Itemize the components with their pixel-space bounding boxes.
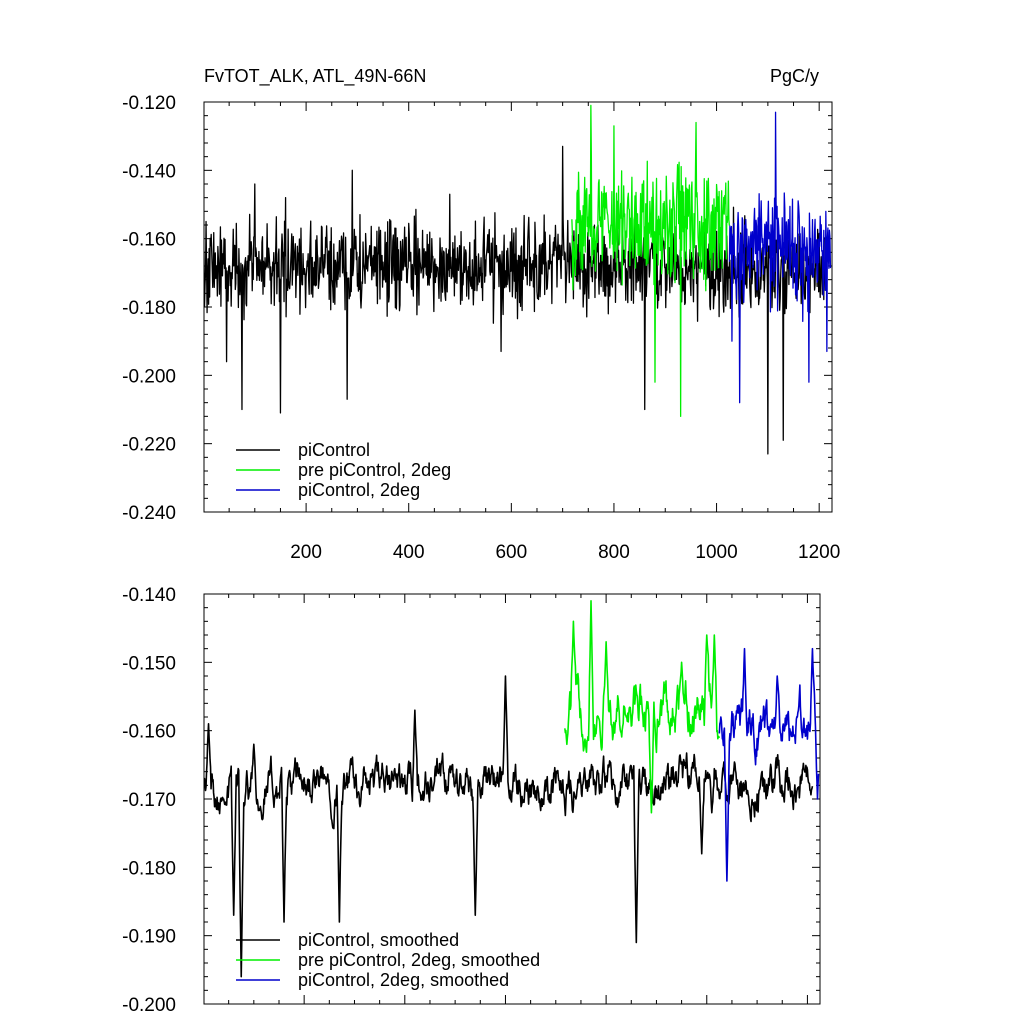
series-line-1 — [571, 104, 731, 417]
y-tick-label: -0.120 — [122, 93, 176, 114]
series-line-0 — [204, 145, 825, 455]
legend-label: pre piControl, 2deg — [298, 460, 451, 480]
y-tick-label: -0.240 — [122, 503, 176, 524]
series-line-2 — [718, 647, 820, 882]
top-panel: -0.120 -0.140 -0.160 -0.180 -0.200 -0.220 -0.2… — [122, 93, 840, 563]
x-tick-label: 600 — [495, 542, 527, 563]
x-tick-label: 400 — [393, 542, 425, 563]
y-tick-label: -0.180 — [122, 298, 176, 319]
series-group — [204, 600, 820, 978]
series-line-2 — [728, 111, 832, 404]
x-tick-label: 1200 — [798, 542, 840, 563]
y-tick-label: -0.200 — [122, 995, 176, 1016]
series-group — [204, 104, 832, 455]
legend-label: piControl, 2deg, smoothed — [298, 970, 509, 990]
y-tick-label: -0.200 — [122, 366, 176, 387]
y-tick-label: -0.140 — [122, 585, 176, 606]
x-tick-label: 800 — [598, 542, 630, 563]
legend-label: piControl, 2deg — [298, 480, 420, 500]
y-tick-label: -0.140 — [122, 161, 176, 182]
legend-label: piControl, smoothed — [298, 930, 459, 950]
legend-label: pre piControl, 2deg, smoothed — [298, 950, 540, 970]
bottom-panel: -0.140 -0.150 -0.160 -0.170 -0.180 -0.190 -0.2… — [122, 585, 821, 1016]
series-line-0 — [204, 675, 814, 978]
y-tick-label: -0.220 — [122, 435, 176, 456]
y-tick-label: -0.190 — [122, 927, 176, 948]
x-tick-label: 200 — [290, 542, 322, 563]
x-tick-label: 1000 — [695, 542, 737, 563]
legend-label: piControl — [298, 440, 370, 460]
y-tick-label: -0.180 — [122, 858, 176, 879]
units-label: PgC/y — [770, 66, 819, 86]
y-tick-label: -0.170 — [122, 790, 176, 811]
y-tick-label: -0.150 — [122, 653, 176, 674]
y-tick-label: -0.160 — [122, 722, 176, 743]
y-tick-label: -0.160 — [122, 230, 176, 251]
chart-title: FvTOT_ALK, ATL_49N-66N — [204, 66, 426, 87]
series-line-1 — [564, 600, 721, 814]
